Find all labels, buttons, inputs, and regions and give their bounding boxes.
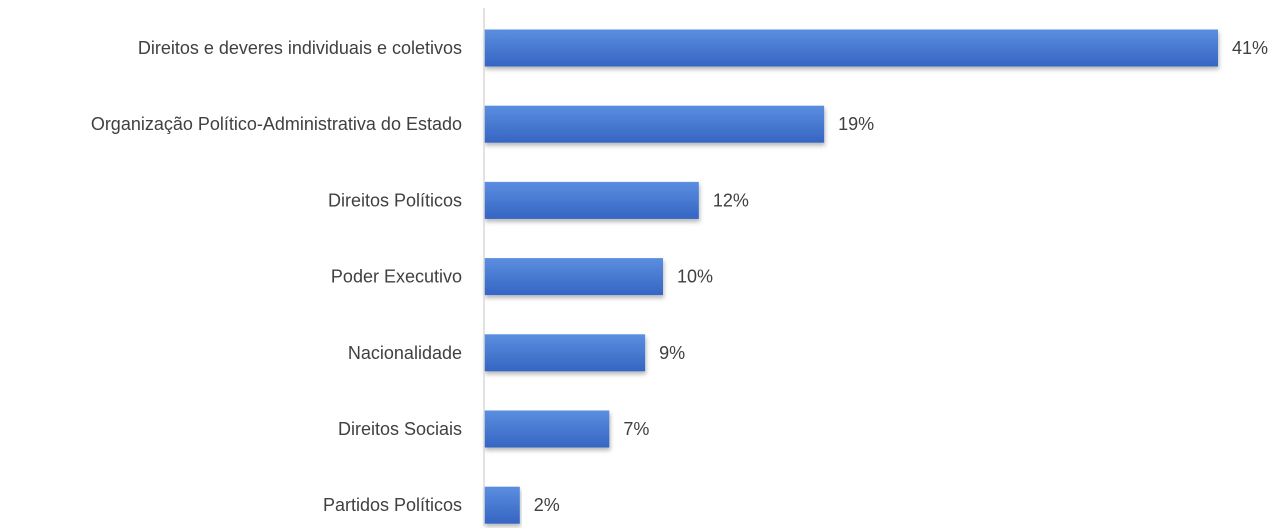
labels: Direitos e deveres individuais e coletiv… [91,38,1268,515]
data-label: 41% [1232,38,1268,58]
bar-6 [484,410,610,448]
data-label: 10% [677,267,713,287]
category-label: Direitos Políticos [328,190,462,210]
bars [484,29,1218,524]
category-label: Direitos e deveres individuais e coletiv… [138,38,462,58]
category-label: Organização Político-Administrativa do E… [91,114,462,134]
data-label: 2% [534,495,560,515]
data-label: 19% [838,114,874,134]
data-label: 9% [659,343,685,363]
data-label: 12% [713,190,749,210]
bar-4 [484,258,664,296]
bar-7 [484,486,520,524]
category-label: Direitos Sociais [338,419,462,439]
category-label: Poder Executivo [331,267,462,287]
data-label: 7% [623,419,649,439]
category-label: Partidos Políticos [323,495,462,515]
bar-5 [484,334,646,372]
bar-2 [484,105,825,143]
bar-1 [484,29,1218,67]
bar-3 [484,181,699,219]
category-label: Nacionalidade [348,343,462,363]
